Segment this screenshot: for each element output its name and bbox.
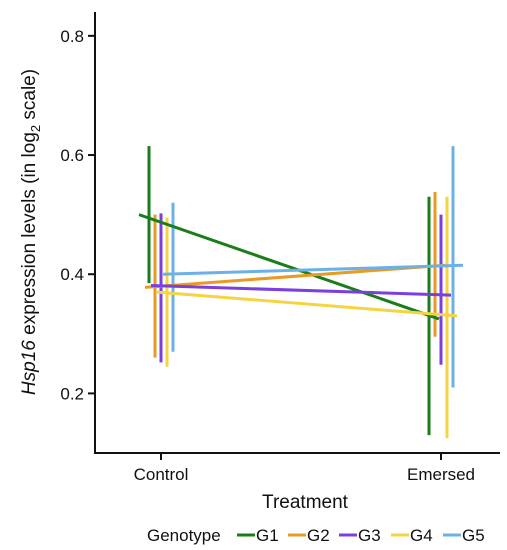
plot-area xyxy=(138,146,464,439)
series-line-g5 xyxy=(162,263,464,276)
legend-label-g1: G1 xyxy=(256,526,279,545)
x-tick-label: Emersed xyxy=(407,465,475,484)
x-tick-label: Control xyxy=(134,465,189,484)
y-tick-label: 0.8 xyxy=(60,27,84,46)
y-tick-label: 0.4 xyxy=(60,265,84,284)
series-line-g3 xyxy=(150,284,452,297)
legend-title: Genotype xyxy=(147,526,221,545)
x-axis-title: Treatment xyxy=(262,492,349,513)
y-axis-title-subscript: 2 xyxy=(28,125,43,132)
x-ticks: Control Emersed xyxy=(134,453,475,484)
y-tick-label: 0.2 xyxy=(60,384,84,403)
y-axis-title: Hsp16 expression levels (in log2 scale) xyxy=(19,69,43,395)
legend: Genotype G1 G2 G3 G4 G5 xyxy=(147,526,485,545)
series-line-g1 xyxy=(138,213,440,321)
legend-label-g4: G4 xyxy=(410,526,433,545)
legend-items: G1 G2 G3 G4 G5 xyxy=(237,526,485,545)
legend-label-g2: G2 xyxy=(307,526,330,545)
y-axis-group: 0.2 0.4 0.6 0.8 xyxy=(60,12,96,453)
series-line-g2 xyxy=(144,263,446,289)
series-lines xyxy=(138,213,464,321)
legend-label-g3: G3 xyxy=(358,526,381,545)
y-axis-title-main: expression levels (in log xyxy=(19,132,40,340)
x-axis-group: Control Emersed xyxy=(94,452,500,484)
series-line-g4 xyxy=(156,290,458,318)
error-bars xyxy=(147,146,455,439)
y-axis-title-italic: Hsp16 xyxy=(19,340,40,395)
legend-label-g5: G5 xyxy=(462,526,485,545)
y-axis-title-end: scale) xyxy=(19,69,40,125)
y-ticks: 0.2 0.4 0.6 0.8 xyxy=(60,27,95,403)
y-tick-label: 0.6 xyxy=(60,146,84,165)
